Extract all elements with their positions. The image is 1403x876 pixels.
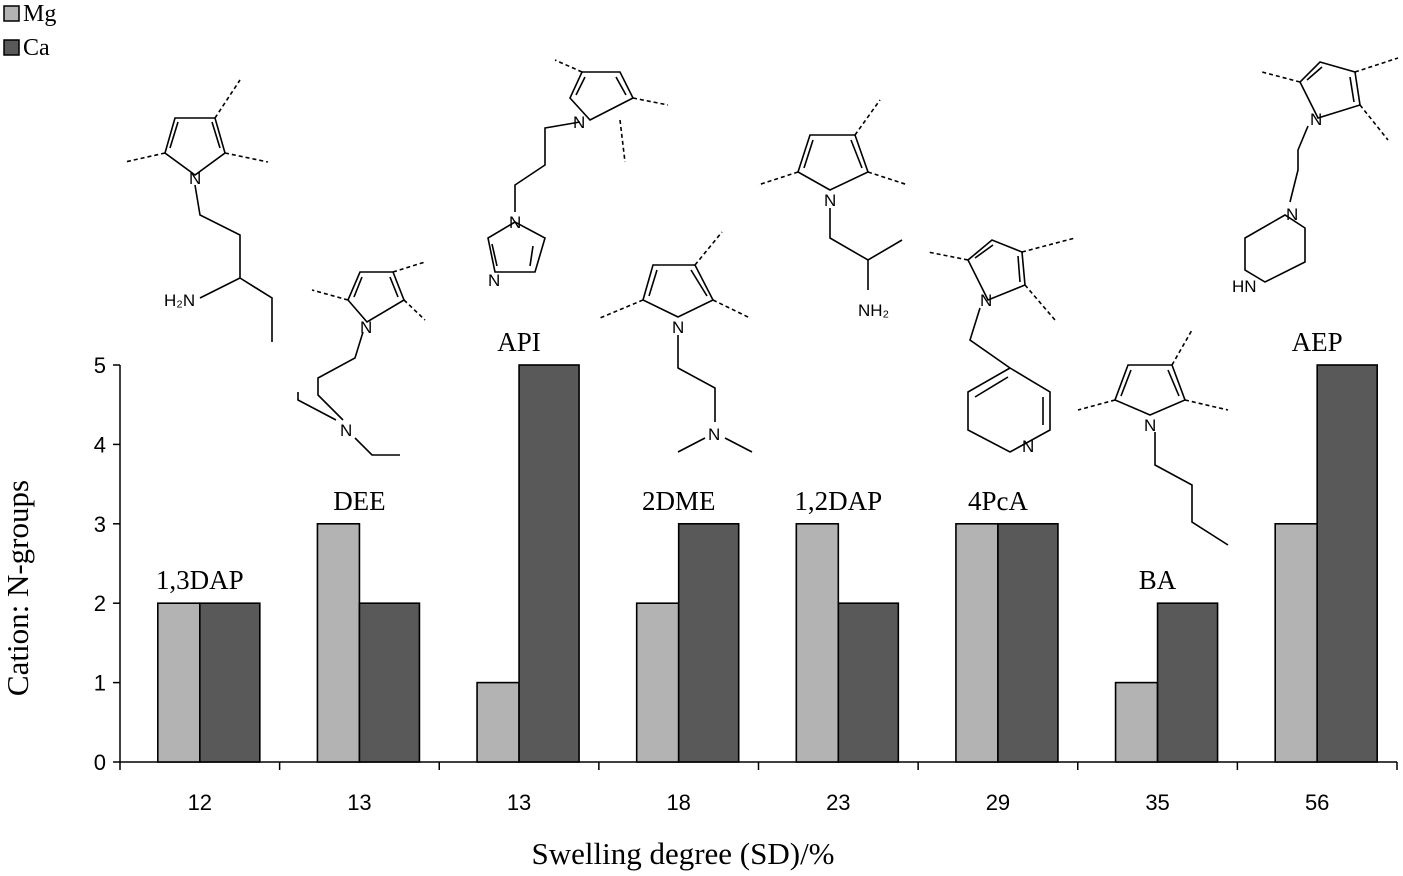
bar-ca [837, 602, 900, 763]
x-ticks: 12 13 13 18 23 29 35 56 [119, 762, 1398, 815]
group-label: DEE [333, 486, 385, 516]
atom-n-aep-piperazine: N [1286, 205, 1298, 224]
structure-aep [1244, 57, 1399, 283]
y-tick-label: 3 [94, 512, 106, 537]
x-tick-label: 13 [347, 790, 371, 815]
structure-1-2dap [757, 99, 909, 290]
x-tick-label: 12 [188, 790, 212, 815]
bar-ca [997, 522, 1059, 763]
bar-ca [199, 602, 261, 763]
group-label: API [497, 327, 541, 357]
group-labels: 1,3DAP DEE API 2DME 1,2DAP 4PcA BA AEP [156, 327, 1343, 595]
y-tick-label: 2 [94, 591, 106, 616]
x-tick-label: 18 [666, 790, 690, 815]
bar-ca [677, 522, 740, 763]
bar-mg [955, 522, 999, 763]
group-label: 1,2DAP [794, 486, 882, 516]
chemical-structures [124, 57, 1399, 546]
bars [157, 364, 1378, 763]
atom-n-api-imidazole-2: N [488, 271, 500, 290]
structure-atom-labels: N H₂N N N N N N N N N NH₂ N N N N N HN [164, 110, 1322, 456]
group-label: 4PcA [968, 486, 1029, 516]
atom-n-1-2dap: N [824, 191, 836, 210]
y-tick-label: 0 [94, 750, 106, 775]
group-label: 2DME [642, 486, 716, 516]
bar-mg [1114, 681, 1159, 763]
bar-mg [157, 602, 201, 763]
legend-label-mg: Mg [23, 1, 56, 27]
bar-ca [1156, 602, 1219, 763]
structure-2dme [599, 231, 753, 453]
atom-hn-aep: HN [1232, 277, 1257, 296]
legend-swatch-mg [3, 5, 20, 22]
atom-n-aep-ring: N [1310, 110, 1322, 129]
atom-n-2dme-amine: N [708, 425, 720, 444]
bar-ca [358, 602, 421, 763]
bar-mg [476, 681, 520, 763]
bar-mg [635, 602, 680, 763]
atom-n-dee-ring: N [360, 318, 372, 337]
atom-nh2-1-2dap: NH₂ [858, 301, 889, 320]
y-axis-title: Cation: N-groups [0, 480, 35, 696]
atom-n-1-3dap: N [189, 169, 201, 188]
x-axis-title: Swelling degree (SD)/% [531, 836, 834, 871]
x-tick-label: 56 [1305, 790, 1329, 815]
x-tick-label: 35 [1145, 790, 1169, 815]
bar-mg [316, 522, 361, 763]
structure-1-3dap [124, 79, 273, 342]
group-label: 1,3DAP [156, 565, 244, 595]
group-label: BA [1139, 565, 1177, 595]
atom-n-2dme-ring: N [672, 318, 684, 337]
legend-swatch-ca [3, 39, 20, 56]
x-tick-label: 23 [826, 790, 850, 815]
structure-dee [297, 261, 426, 456]
x-tick-label: 29 [986, 790, 1010, 815]
legend: Mg Ca [3, 1, 56, 61]
bar-mg [795, 522, 840, 763]
atom-h2n-1-3dap: H₂N [164, 291, 195, 310]
atom-n-4pca-pyridine: N [1022, 437, 1034, 456]
x-tick-label: 13 [507, 790, 531, 815]
atom-n-4pca-ring: N [980, 291, 992, 310]
y-ticks: 0 1 2 3 4 5 [94, 353, 120, 775]
y-tick-label: 5 [94, 353, 106, 378]
y-tick-label: 1 [94, 671, 106, 696]
atom-n-api-imidazole-1: N [509, 213, 521, 232]
bar-ca [1316, 364, 1378, 763]
y-tick-label: 4 [94, 432, 106, 457]
atom-n-ba: N [1144, 416, 1156, 435]
structure-ba [1077, 329, 1229, 546]
structure-api [487, 59, 669, 273]
legend-label-ca: Ca [23, 35, 50, 61]
structure-4pca [927, 237, 1076, 453]
atom-n-api-ring: N [573, 113, 585, 132]
atom-n-dee-amine: N [340, 421, 352, 440]
group-label: AEP [1292, 327, 1343, 357]
bar-mg [1274, 522, 1318, 763]
bar-ca [518, 364, 580, 763]
